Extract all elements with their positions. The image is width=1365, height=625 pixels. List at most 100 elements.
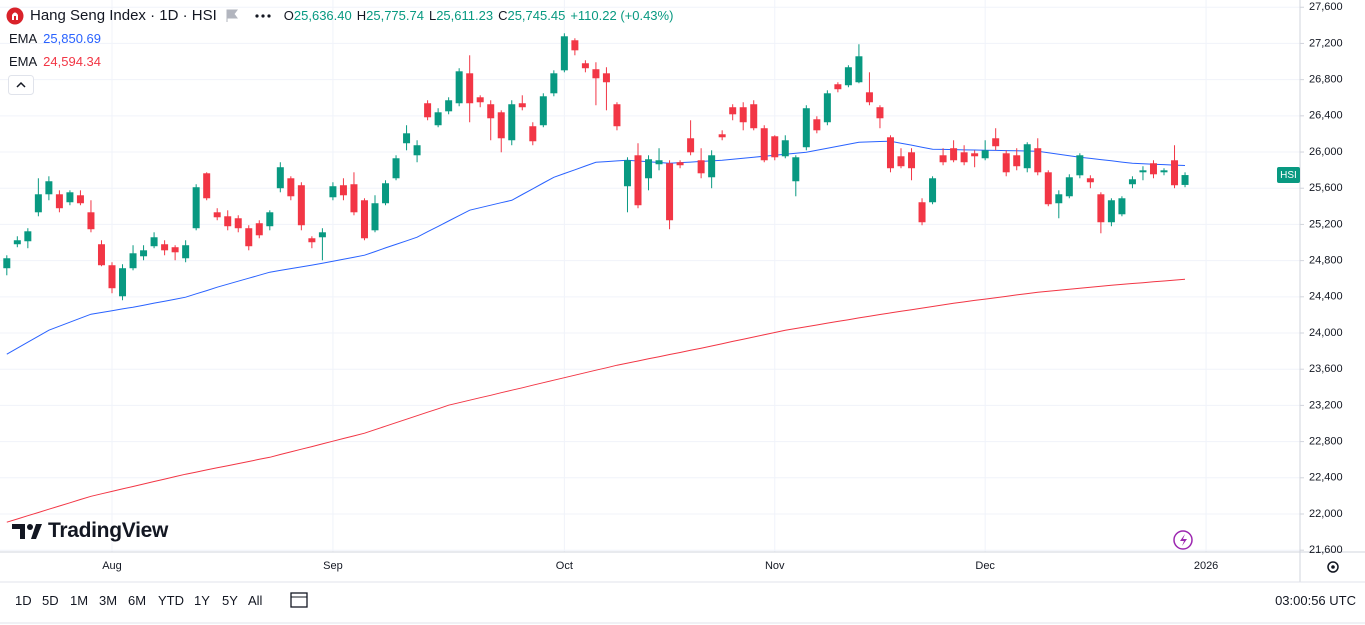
- chart-title[interactable]: Hang Seng Index · 1D · HSI: [30, 7, 217, 24]
- candle-body: [886, 137, 894, 169]
- candle-body: [424, 103, 432, 118]
- candle-body: [497, 112, 505, 139]
- candle-body: [718, 134, 726, 138]
- candle-body: [329, 186, 337, 198]
- period-button[interactable]: 1D: [15, 593, 32, 608]
- candle-body: [1044, 172, 1052, 205]
- candle-body: [939, 155, 947, 163]
- candle-body: [413, 145, 421, 156]
- ohlc-key: L: [428, 8, 437, 23]
- candle-body: [140, 250, 148, 257]
- y-tick-label: 22,000: [1309, 508, 1343, 520]
- period-button[interactable]: 3M: [99, 593, 118, 608]
- candle-body: [613, 104, 621, 127]
- y-tick-label: 23,600: [1309, 363, 1343, 375]
- logo-mark: [12, 12, 18, 20]
- y-tick-label: 25,200: [1309, 218, 1343, 230]
- symbol-logo: [6, 7, 24, 24]
- ohlc-values: O25,636.40 H25,775.74 L25,611.23 C25,745.45…: [281, 8, 674, 23]
- dot: [261, 13, 265, 18]
- indicator-legend: EMA 25,850.69 EMA 24,594.34: [6, 27, 673, 73]
- candle-body: [908, 152, 916, 169]
- candle-body: [529, 126, 537, 142]
- period-button[interactable]: 5Y: [222, 593, 238, 608]
- settings-icon[interactable]: [1327, 561, 1339, 573]
- period-button[interactable]: All: [248, 593, 263, 608]
- candle-body: [992, 138, 1000, 147]
- candle-body: [55, 194, 63, 209]
- candle-body: [97, 244, 105, 266]
- y-tick-label: 26,000: [1309, 146, 1343, 158]
- candle-body: [3, 258, 11, 269]
- collapse-button[interactable]: [8, 74, 34, 95]
- indicator-value: 25,850.69: [43, 31, 102, 46]
- candle-body: [339, 185, 347, 196]
- calendar-icon[interactable]: [290, 592, 308, 608]
- candle-body: [960, 152, 968, 163]
- candle-body: [234, 218, 242, 229]
- candle-body: [487, 104, 495, 119]
- gear[interactable]: [1327, 561, 1339, 573]
- candle-body: [308, 238, 316, 243]
- y-tick-label: 24,800: [1309, 255, 1343, 267]
- x-tick-label: 2026: [1194, 560, 1218, 572]
- period-button[interactable]: 1Y: [194, 593, 210, 608]
- candle-body: [518, 103, 526, 108]
- symbol-tag: [1277, 167, 1300, 184]
- candle-body: [781, 140, 789, 157]
- candle-body: [192, 187, 200, 229]
- candle-body: [971, 153, 979, 157]
- ema-line: [6, 140, 1186, 355]
- candle-body: [108, 265, 116, 289]
- alert-bolt: [1180, 534, 1187, 546]
- clock[interactable]: 03:00:56 UTC: [1275, 593, 1356, 608]
- alert-icon[interactable]: [1173, 530, 1193, 550]
- plot-area: [3, 33, 1189, 523]
- candle-body: [371, 203, 379, 231]
- period-button[interactable]: 1M: [70, 593, 89, 608]
- button-frame[interactable]: [8, 74, 34, 95]
- period-button[interactable]: YTD: [158, 593, 184, 608]
- candle-body: [1118, 198, 1126, 215]
- flag-icon[interactable]: [225, 9, 239, 23]
- y-tick-label: 22,800: [1309, 436, 1343, 448]
- logo-shape: [31, 524, 42, 539]
- x-tick-label: Nov: [765, 560, 785, 572]
- candle-body: [224, 216, 232, 227]
- alert-circle[interactable]: [1173, 530, 1193, 550]
- indicator-name[interactable]: EMA: [9, 54, 38, 69]
- y-tick-label: 25,600: [1309, 182, 1343, 194]
- period-button[interactable]: 5D: [42, 593, 59, 608]
- x-tick-label: Oct: [556, 560, 573, 572]
- candle-body: [1128, 179, 1136, 185]
- candle-body: [802, 108, 810, 148]
- logo-dot: [27, 524, 33, 530]
- more-icon[interactable]: [249, 9, 279, 23]
- candle-body: [560, 36, 568, 71]
- calendar[interactable]: [290, 592, 308, 608]
- candle-body: [213, 212, 221, 218]
- indicator-name[interactable]: EMA: [9, 31, 38, 46]
- ohlc-key: C: [498, 8, 508, 23]
- candle-body: [182, 245, 190, 259]
- candle-body: [34, 194, 42, 213]
- symbol-tag-label: HSI: [1280, 170, 1297, 181]
- candle-body: [161, 244, 169, 251]
- candle-body: [813, 119, 821, 131]
- candle-body: [76, 195, 84, 204]
- collapse-row: [6, 73, 673, 96]
- candle-body: [792, 157, 800, 182]
- candle-body: [729, 107, 737, 115]
- period-button[interactable]: 6M: [128, 593, 147, 608]
- candle-body: [918, 202, 926, 223]
- candle-body: [897, 156, 905, 167]
- candle-body: [750, 104, 758, 129]
- candle-body: [45, 181, 53, 195]
- candle-body: [634, 155, 642, 206]
- candle-body: [445, 100, 453, 112]
- candle-body: [687, 138, 695, 153]
- candle-body: [1107, 200, 1115, 223]
- chevron: [16, 81, 26, 88]
- x-tick-label: Sep: [323, 560, 343, 572]
